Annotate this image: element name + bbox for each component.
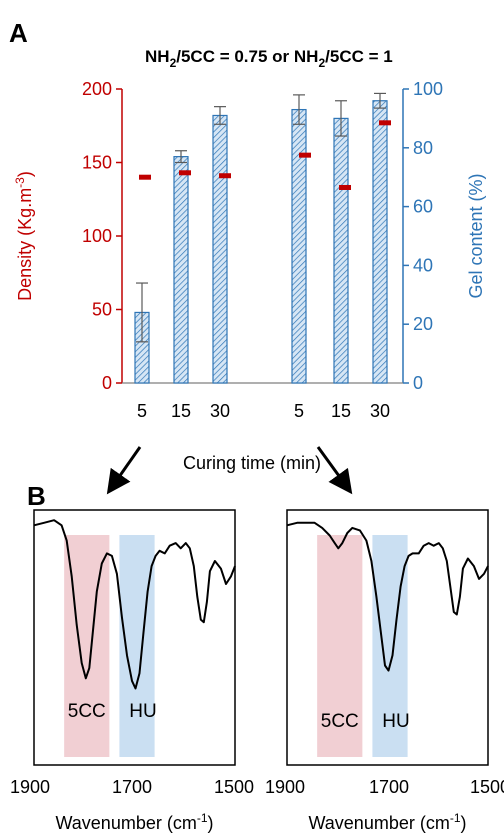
y-left-tick-label: 0 <box>102 373 112 393</box>
x-label-close: ) <box>461 813 467 833</box>
plot-frame <box>33 509 236 766</box>
x-tick-label: 1500 <box>214 777 254 797</box>
x-tick-label: 30 <box>210 401 230 421</box>
plot-frame <box>286 509 489 766</box>
y-left-tick-label: 100 <box>82 226 112 246</box>
x-tick-label: 5 <box>294 401 304 421</box>
y-left-axis-label: Density (Kg.m-3) <box>13 171 35 301</box>
x-axis-label: Wavenumber (cm-1) <box>308 811 466 833</box>
x-tick-label: 15 <box>331 401 351 421</box>
y-left-tick-label: 150 <box>82 153 112 173</box>
x-label-main: Wavenumber (cm <box>308 813 449 833</box>
y-right-tick-label: 80 <box>413 138 433 158</box>
x-tick-label: 1900 <box>265 777 305 797</box>
arrow-left <box>106 446 142 495</box>
arrow-right <box>316 446 353 495</box>
spectrum-line <box>33 519 236 690</box>
y-right-axis-label: Gel content (%) <box>466 173 486 298</box>
density-marker <box>179 170 191 176</box>
x-tick-label: 1700 <box>112 777 152 797</box>
x-axis-label: Curing time (min) <box>183 453 321 473</box>
y-right-tick-label: 40 <box>413 255 433 275</box>
gel-content-bar <box>212 114 228 384</box>
panel-a-letter: A <box>9 18 28 48</box>
band-hu <box>372 535 408 757</box>
y-left-tick-label: 50 <box>92 300 112 320</box>
x-tick-label: 5 <box>137 401 147 421</box>
panel-b-letter: B <box>27 481 46 511</box>
x-tick-label: 1500 <box>470 777 504 797</box>
y-left-label-main: Density (Kg.m <box>15 188 35 301</box>
density-marker <box>219 173 231 179</box>
density-marker <box>139 174 151 180</box>
band-label-5cc: 5CC <box>321 711 359 732</box>
x-axis-label: Wavenumber (cm-1) <box>55 811 213 833</box>
density-marker <box>299 152 311 158</box>
band-label-hu: HU <box>129 701 156 722</box>
gel-content-bar <box>333 117 349 384</box>
y-left-label-close: ) <box>15 171 35 177</box>
band-hu <box>119 535 155 757</box>
x-label-close: ) <box>208 813 214 833</box>
x-tick-label: 30 <box>370 401 390 421</box>
gel-content-bar <box>372 100 388 384</box>
density-gel-chart: 0 50 100 150 200 0 20 40 60 80 100 5 15 30 5 15 30 Curing… <box>13 79 486 495</box>
y-left-label-sup: -3 <box>13 177 27 188</box>
x-label-sup: -1 <box>450 811 461 825</box>
y-right-tick-label: 20 <box>413 314 433 334</box>
density-marker <box>379 120 391 126</box>
x-tick-label: 1700 <box>369 777 409 797</box>
y-right-tick-label: 0 <box>413 373 423 393</box>
gel-content-bar <box>173 156 189 384</box>
density-marker <box>339 184 351 190</box>
x-label-sup: -1 <box>197 811 208 825</box>
chart-title: NH2/5CC = 0.75 or NH2/5CC = 1 <box>145 47 393 70</box>
y-right-tick-label: 60 <box>413 197 433 217</box>
band-label-hu: HU <box>382 711 409 732</box>
gel-content-bar <box>291 108 307 384</box>
band-label-5cc: 5CC <box>68 701 106 722</box>
x-tick-label: 1900 <box>10 777 50 797</box>
y-left-tick-label: 200 <box>82 79 112 99</box>
x-label-main: Wavenumber (cm <box>55 813 196 833</box>
y-right-tick-label: 100 <box>413 79 443 99</box>
spectrum-line <box>286 521 489 672</box>
band-5cc <box>317 535 363 757</box>
x-tick-label: 15 <box>171 401 191 421</box>
